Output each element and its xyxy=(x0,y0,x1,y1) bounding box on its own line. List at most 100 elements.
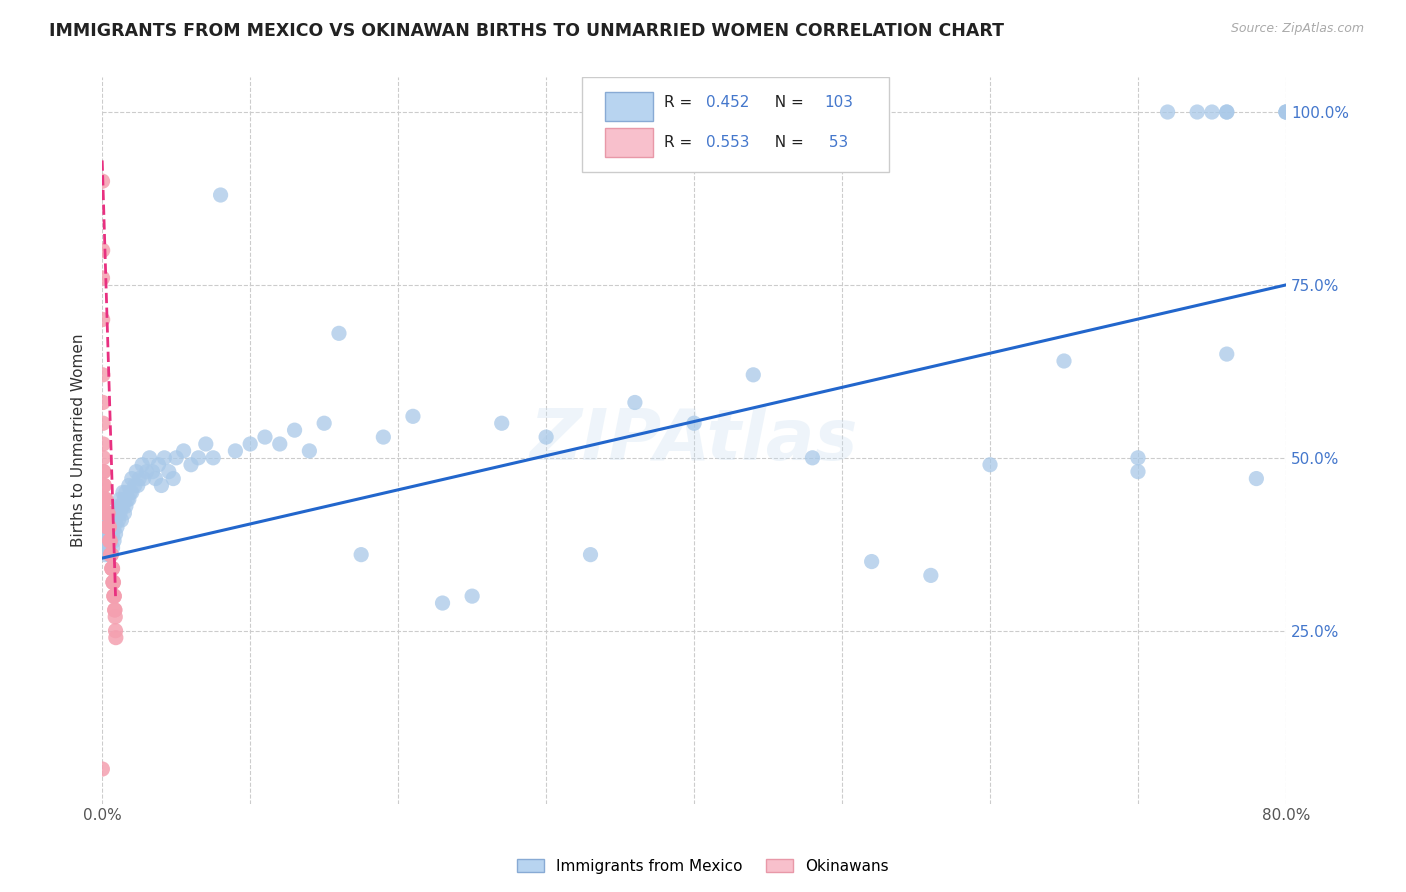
Point xyxy=(125,465,148,479)
Point xyxy=(108,492,131,507)
Point xyxy=(104,603,127,617)
Text: Source: ZipAtlas.com: Source: ZipAtlas.com xyxy=(1230,22,1364,36)
Point xyxy=(202,450,225,465)
Point xyxy=(120,485,142,500)
Point xyxy=(91,244,114,258)
Point xyxy=(1305,105,1327,120)
Point xyxy=(96,506,118,520)
Point xyxy=(180,458,202,472)
Point xyxy=(96,506,118,520)
Point xyxy=(118,492,141,507)
Point xyxy=(284,423,307,437)
Point xyxy=(91,174,114,188)
Point xyxy=(94,506,117,520)
Point xyxy=(97,506,120,520)
Point xyxy=(104,610,127,624)
Point xyxy=(97,520,120,534)
Point xyxy=(1246,472,1268,486)
Text: 0.452: 0.452 xyxy=(706,95,749,111)
Point xyxy=(194,437,217,451)
Point xyxy=(93,478,115,492)
Point xyxy=(373,430,395,444)
Point xyxy=(224,443,246,458)
Point xyxy=(127,478,149,492)
Point xyxy=(165,450,187,465)
Point xyxy=(93,465,115,479)
Point xyxy=(101,527,124,541)
Text: 0.553: 0.553 xyxy=(706,136,749,150)
Point xyxy=(121,485,143,500)
Point xyxy=(100,533,122,548)
Point xyxy=(91,437,114,451)
Point xyxy=(153,450,176,465)
Point xyxy=(124,478,146,492)
Point xyxy=(110,513,132,527)
Point xyxy=(101,561,124,575)
Point xyxy=(115,500,138,514)
Point xyxy=(461,589,484,603)
Text: N =: N = xyxy=(765,95,808,111)
Point xyxy=(97,527,120,541)
Point xyxy=(138,450,160,465)
Text: 53: 53 xyxy=(824,136,849,150)
Point xyxy=(98,533,121,548)
Point xyxy=(101,541,124,555)
Point xyxy=(98,548,121,562)
Point xyxy=(145,472,167,486)
Point xyxy=(100,548,122,562)
Point xyxy=(1126,450,1149,465)
Point xyxy=(107,500,129,514)
Point xyxy=(96,513,118,527)
Point xyxy=(1216,347,1239,361)
Point xyxy=(111,500,134,514)
Point xyxy=(1201,105,1223,120)
Point xyxy=(104,631,127,645)
Point xyxy=(860,555,883,569)
Text: R =: R = xyxy=(665,95,697,111)
Point xyxy=(93,478,115,492)
Point xyxy=(91,312,114,326)
Bar xyxy=(606,92,652,121)
Point xyxy=(402,409,425,424)
Point xyxy=(1319,105,1341,120)
Point xyxy=(742,368,765,382)
Text: ZIPAtlas: ZIPAtlas xyxy=(530,406,858,475)
Point xyxy=(104,624,127,638)
Point xyxy=(112,492,135,507)
Point xyxy=(328,326,350,341)
Text: N =: N = xyxy=(765,136,808,150)
Point xyxy=(94,492,117,507)
Point xyxy=(103,589,125,603)
Point xyxy=(253,430,276,444)
Point xyxy=(314,416,336,430)
Point xyxy=(1216,105,1239,120)
Point xyxy=(93,527,115,541)
Point xyxy=(624,395,647,409)
Point xyxy=(94,492,117,507)
Point xyxy=(103,520,125,534)
Point xyxy=(100,548,122,562)
Point xyxy=(100,548,122,562)
Point xyxy=(209,188,232,202)
Text: IMMIGRANTS FROM MEXICO VS OKINAWAN BIRTHS TO UNMARRIED WOMEN CORRELATION CHART: IMMIGRANTS FROM MEXICO VS OKINAWAN BIRTH… xyxy=(49,22,1004,40)
Point xyxy=(96,520,118,534)
Point xyxy=(103,575,125,590)
Point xyxy=(115,485,138,500)
Point xyxy=(93,450,115,465)
Point xyxy=(91,541,114,555)
Point xyxy=(107,513,129,527)
Point xyxy=(979,458,1001,472)
Point xyxy=(96,533,118,548)
Point xyxy=(141,465,163,479)
Point xyxy=(108,506,131,520)
Point xyxy=(103,589,125,603)
Point xyxy=(135,465,157,479)
Point xyxy=(98,533,121,548)
Point xyxy=(101,575,124,590)
Point xyxy=(100,548,122,562)
Point xyxy=(101,575,124,590)
Point xyxy=(91,395,114,409)
Point xyxy=(104,527,127,541)
Legend: Immigrants from Mexico, Okinawans: Immigrants from Mexico, Okinawans xyxy=(510,853,896,880)
Point xyxy=(1126,465,1149,479)
